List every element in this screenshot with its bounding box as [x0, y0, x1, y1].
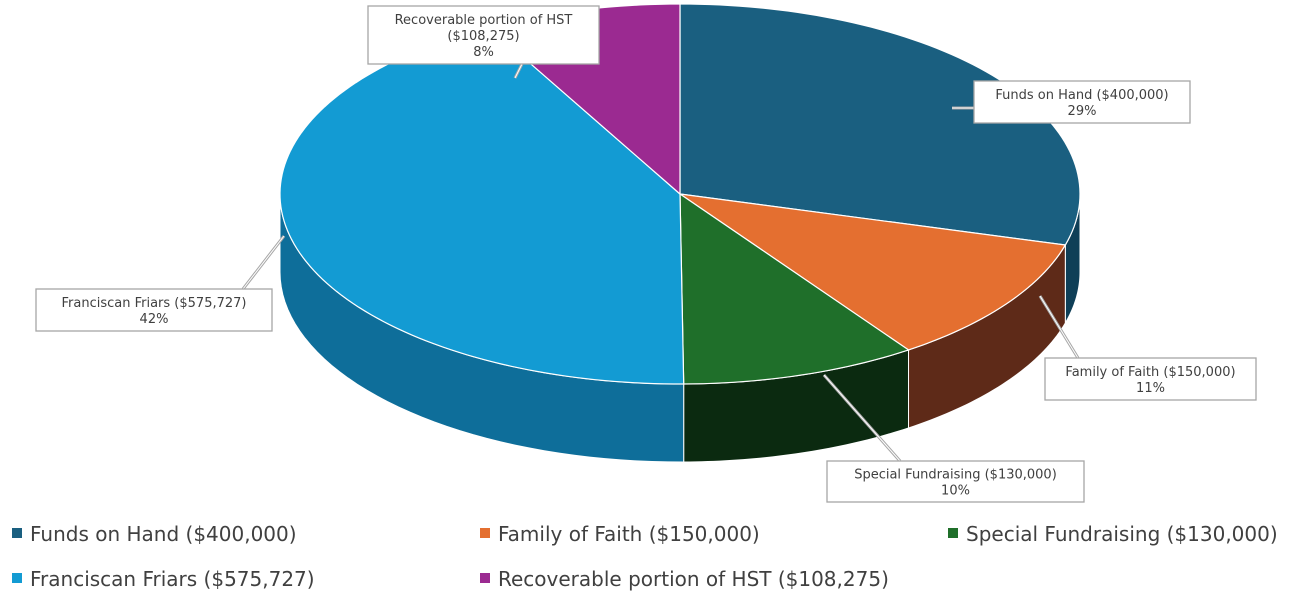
callout-label-recoverable-portion-of-hst-2: 8% — [473, 45, 494, 60]
callout-recoverable-portion-of-hst: Recoverable portion of HST($108,275)8% — [367, 5, 600, 79]
callout-leader-inner-recoverable-portion-of-hst — [514, 63, 523, 79]
legend-swatch-recoverable-portion-of-hst — [480, 573, 490, 583]
callout-special-fundraising: Special Fundraising ($130,000)10% — [822, 374, 1085, 503]
callout-label-family-of-faith-1: 11% — [1136, 381, 1165, 396]
callout-label-franciscan-friars-1: 42% — [140, 312, 169, 327]
callout-leader-inner-family-of-faith — [1039, 295, 1079, 359]
pie-slices — [279, 3, 1081, 385]
pie-slice-special-fundraising — [679, 192, 910, 385]
callout-leader-inner-franciscan-friars — [242, 235, 285, 290]
callout-label-funds-on-hand-0: Funds on Hand ($400,000) — [995, 88, 1168, 103]
callout-label-special-fundraising-0: Special Fundraising ($130,000) — [854, 468, 1057, 483]
callout-family-of-faith: Family of Faith ($150,000)11% — [1038, 295, 1257, 401]
legend-item-special-fundraising: Special Fundraising ($130,000) — [948, 522, 1278, 546]
pie-slice-funds-on-hand — [679, 3, 1081, 246]
chart-legend: Funds on Hand ($400,000) Family of Faith … — [12, 522, 1278, 591]
callout-leader-inner-special-fundraising — [823, 374, 901, 462]
pie-slice-franciscan-friars — [279, 26, 685, 385]
legend-label-special-fundraising: Special Fundraising ($130,000) — [966, 522, 1278, 546]
callout-label-special-fundraising-1: 10% — [941, 484, 970, 499]
callout-label-recoverable-portion-of-hst-0: Recoverable portion of HST — [395, 13, 573, 28]
data-callouts: Funds on Hand ($400,000)29% Family of Fai… — [35, 5, 1257, 503]
legend-item-family-of-faith: Family of Faith ($150,000) — [480, 522, 760, 546]
legend-swatch-franciscan-friars — [12, 573, 22, 583]
callout-label-recoverable-portion-of-hst-1: ($108,275) — [447, 29, 519, 44]
legend-item-recoverable-portion-of-hst: Recoverable portion of HST ($108,275) — [480, 567, 889, 591]
legend-item-franciscan-friars: Franciscan Friars ($575,727) — [12, 567, 315, 591]
callout-label-franciscan-friars-0: Franciscan Friars ($575,727) — [62, 296, 247, 311]
legend-label-funds-on-hand: Funds on Hand ($400,000) — [30, 522, 297, 546]
callout-box-special-fundraising — [826, 460, 1085, 503]
legend-swatch-special-fundraising — [948, 528, 958, 538]
callout-franciscan-friars: Franciscan Friars ($575,727)42% — [35, 235, 286, 332]
legend-item-funds-on-hand: Funds on Hand ($400,000) — [12, 522, 297, 546]
legend-label-family-of-faith: Family of Faith ($150,000) — [498, 522, 760, 546]
callout-box-funds-on-hand — [973, 80, 1191, 124]
callout-label-family-of-faith-0: Family of Faith ($150,000) — [1065, 365, 1235, 380]
legend-label-recoverable-portion-of-hst: Recoverable portion of HST ($108,275) — [498, 567, 889, 591]
pie-slice-family-of-faith — [679, 193, 1067, 351]
callout-box-family-of-faith — [1044, 357, 1257, 401]
callout-box-recoverable-portion-of-hst — [367, 5, 600, 65]
legend-swatch-funds-on-hand — [12, 528, 22, 538]
callout-funds-on-hand: Funds on Hand ($400,000)29% — [952, 80, 1191, 124]
callout-label-funds-on-hand-1: 29% — [1068, 104, 1097, 119]
pie-sides — [279, 193, 1081, 463]
legend-label-franciscan-friars: Franciscan Friars ($575,727) — [30, 567, 315, 591]
legend-swatch-family-of-faith — [480, 528, 490, 538]
callout-box-franciscan-friars — [35, 288, 273, 332]
